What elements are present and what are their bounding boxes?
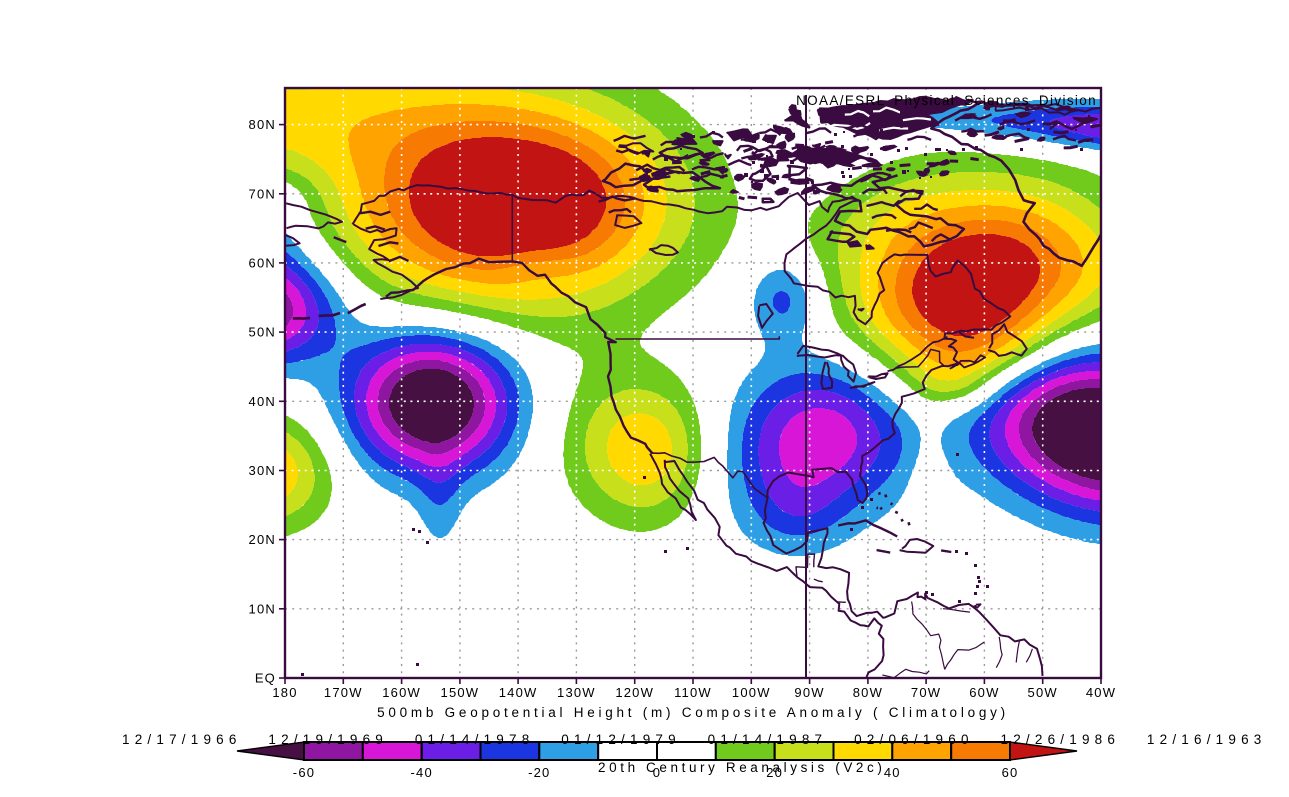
svg-text:110W: 110W: [674, 685, 712, 700]
svg-text:60: 60: [1002, 765, 1019, 780]
svg-text:10N: 10N: [249, 601, 276, 616]
svg-text:EQ: EQ: [255, 671, 276, 686]
svg-text:12/17/1966 12/19/1969 01/1: 12/17/1966 12/19/1969 01/14/1978 01/12/1…: [122, 732, 1289, 747]
svg-text:70N: 70N: [249, 186, 276, 201]
svg-text:500mb Geopotential Height (m): 500mb Geopotential Height (m) Composite …: [377, 705, 1009, 720]
svg-text:-60: -60: [293, 765, 315, 780]
svg-text:40: 40: [884, 765, 901, 780]
svg-text:90W: 90W: [794, 685, 824, 700]
svg-text:80N: 80N: [249, 117, 276, 132]
svg-text:120W: 120W: [615, 685, 654, 700]
svg-text:130W: 130W: [557, 685, 596, 700]
svg-text:20: 20: [766, 765, 783, 780]
svg-text:-20: -20: [528, 765, 550, 780]
svg-text:60N: 60N: [249, 255, 276, 270]
svg-text:50N: 50N: [249, 325, 276, 340]
svg-text:20th Century Reanalysis (V2c): 20th Century Reanalysis (V2c): [598, 760, 885, 775]
svg-text:30N: 30N: [249, 463, 276, 478]
svg-text:80W: 80W: [853, 685, 883, 700]
svg-text:40W: 40W: [1086, 685, 1116, 700]
svg-text:160W: 160W: [382, 685, 421, 700]
svg-text:140W: 140W: [499, 685, 538, 700]
svg-text:170W: 170W: [324, 685, 363, 700]
svg-text:NOAA/ESRL Physical Sciences Di: NOAA/ESRL Physical Sciences Division: [796, 93, 1097, 108]
svg-text:150W: 150W: [441, 685, 480, 700]
svg-text:0: 0: [653, 765, 661, 780]
svg-text:70W: 70W: [911, 685, 941, 700]
svg-text:100W: 100W: [732, 685, 771, 700]
svg-text:50W: 50W: [1028, 685, 1058, 700]
svg-text:40N: 40N: [249, 394, 276, 409]
svg-text:180: 180: [272, 685, 297, 700]
svg-text:-40: -40: [411, 765, 433, 780]
svg-text:60W: 60W: [969, 685, 999, 700]
svg-text:20N: 20N: [249, 532, 276, 547]
